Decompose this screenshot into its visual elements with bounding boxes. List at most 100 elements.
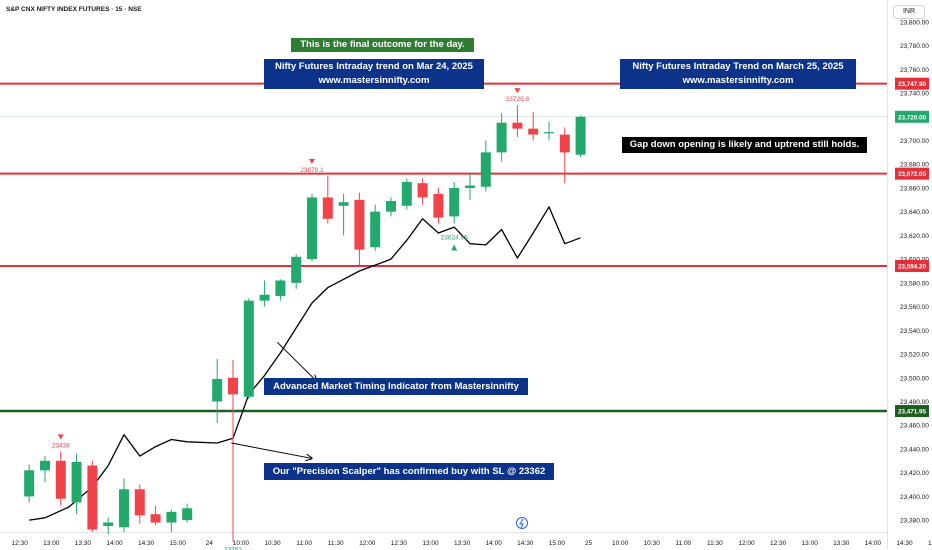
x-tick-label: 12:30	[391, 540, 408, 547]
level-price-badge	[895, 167, 929, 180]
candle	[259, 294, 270, 301]
candle	[24, 470, 35, 497]
x-tick-label: 12:30	[770, 540, 787, 547]
last-price-label: 23,720.00	[898, 114, 927, 121]
y-tick-label: 23,640.00	[900, 209, 929, 216]
y-tick-label: 23,740.00	[900, 91, 929, 98]
candle	[39, 460, 50, 471]
x-tick-label: 13:00	[802, 540, 819, 547]
y-tick-label: 23,700.00	[900, 138, 929, 145]
high-marker-icon	[309, 158, 315, 164]
x-tick-label: 10:30	[644, 540, 661, 547]
x-tick-label: 12:00	[738, 540, 755, 547]
y-tick-label: 23,520.00	[900, 352, 929, 359]
level-price-label: 23,747.90	[898, 81, 927, 88]
low-marker-label: 23624.95	[441, 235, 468, 242]
level-price-badge	[895, 260, 929, 273]
y-tick-label: 23,560.00	[900, 304, 929, 311]
candle	[417, 183, 428, 198]
y-tick-label: 23,800.00	[900, 19, 929, 26]
candle	[559, 134, 570, 153]
candle	[134, 489, 145, 516]
y-tick-label: 23,420.00	[900, 470, 929, 477]
candle	[166, 511, 177, 523]
x-tick-label: 24	[206, 540, 214, 547]
x-tick-label: 11:30	[707, 540, 723, 547]
trend-mar24-label: Nifty Futures Intraday trend on Mar 24, …	[264, 59, 484, 89]
y-tick-label: 23,380.00	[900, 518, 929, 525]
candle	[480, 152, 491, 187]
level-price-label: 23,594.20	[898, 264, 927, 271]
x-tick-label: 15:00	[170, 540, 187, 547]
x-tick-label: 13:00	[43, 540, 60, 547]
x-tick-label: 14:00	[486, 540, 503, 547]
candle	[228, 377, 238, 395]
x-tick-label: 10:30	[264, 540, 281, 547]
x-tick-label: 14:30	[517, 540, 534, 547]
annotation-arrow	[276, 341, 317, 381]
x-tick-label: 25	[585, 540, 593, 547]
high-marker-icon	[514, 88, 521, 94]
lightning-icon	[519, 518, 524, 529]
candle	[150, 514, 161, 523]
y-tick-label: 23,540.00	[900, 328, 929, 335]
candle	[118, 489, 129, 528]
x-tick-label: 11:30	[328, 540, 344, 547]
candle	[575, 116, 586, 155]
candle	[103, 522, 114, 527]
candle	[370, 211, 381, 248]
candle	[182, 508, 193, 521]
level-price-badge	[895, 77, 929, 90]
candle	[87, 465, 98, 530]
currency-badge[interactable]: INR	[893, 5, 925, 19]
x-tick-label: 11:00	[296, 540, 312, 547]
candle	[291, 256, 302, 283]
candle	[307, 197, 317, 260]
x-tick-label: 14:00	[106, 540, 123, 547]
y-tick-label: 23,580.00	[900, 280, 929, 287]
event-icon	[516, 517, 528, 529]
candle	[354, 199, 365, 250]
trend-mar25-line2: www.mastersinnifty.com	[682, 74, 794, 86]
candle	[496, 122, 507, 153]
candle	[243, 300, 254, 397]
symbol-title[interactable]: S&P CNX NIFTY INDEX FUTURES · 15 · NSE	[6, 6, 142, 13]
low-marker-icon	[451, 244, 458, 251]
gap-down-label: Gap down opening is likely and uptrend s…	[622, 137, 867, 153]
x-tick-label: 11:00	[675, 540, 691, 547]
y-tick-label: 23,480.00	[900, 399, 929, 406]
x-tick-label: 10:00	[233, 540, 250, 547]
y-tick-label: 23,780.00	[900, 43, 929, 50]
candle	[55, 460, 66, 499]
x-tick-label: 14:30	[138, 540, 155, 547]
annotation-arrow	[231, 442, 312, 458]
x-tick-label: 15:00	[928, 540, 932, 547]
candle	[544, 132, 554, 134]
level-price-badge	[895, 405, 929, 418]
y-tick-label: 23,440.00	[900, 446, 929, 453]
x-tick-label: 14:30	[896, 540, 913, 547]
y-tick-label: 23,400.00	[900, 494, 929, 501]
candle	[275, 280, 286, 296]
candle	[449, 187, 460, 217]
x-tick-label: 13:00	[422, 540, 439, 547]
candle	[212, 378, 223, 402]
y-tick-label: 23,460.00	[900, 423, 929, 430]
x-tick-label: 12:30	[12, 540, 29, 547]
level-price-label: 23,471.95	[898, 409, 927, 416]
candle	[401, 182, 412, 206]
level-price-label: 23,672.05	[898, 171, 927, 178]
candle	[433, 193, 444, 218]
x-tick-label: 13:30	[75, 540, 92, 547]
high-marker-label: 23670.1	[300, 167, 324, 174]
x-tick-label: 10:00	[612, 540, 629, 547]
last-price-badge	[895, 110, 929, 123]
y-tick-label: 23,620.00	[900, 233, 929, 240]
high-marker-label: 23438	[52, 442, 70, 449]
price-axis-panel	[887, 0, 932, 550]
x-tick-label: 12:00	[359, 540, 376, 547]
trend-mar25-label: Nifty Futures Intraday Trend on March 25…	[620, 59, 856, 89]
market-timing-label: Advanced Market Timing Indicator from Ma…	[264, 378, 528, 395]
y-tick-label: 23,680.00	[900, 162, 929, 169]
